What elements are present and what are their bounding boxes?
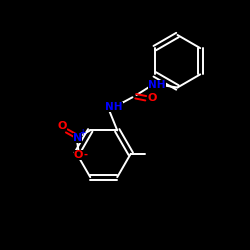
Text: NH: NH <box>148 80 166 90</box>
Text: NH: NH <box>105 102 123 112</box>
Text: +: + <box>80 128 86 137</box>
Text: O: O <box>58 121 67 131</box>
Text: N: N <box>73 133 82 143</box>
Text: O: O <box>147 93 157 103</box>
Text: -: - <box>84 150 87 160</box>
Text: O: O <box>74 150 83 160</box>
